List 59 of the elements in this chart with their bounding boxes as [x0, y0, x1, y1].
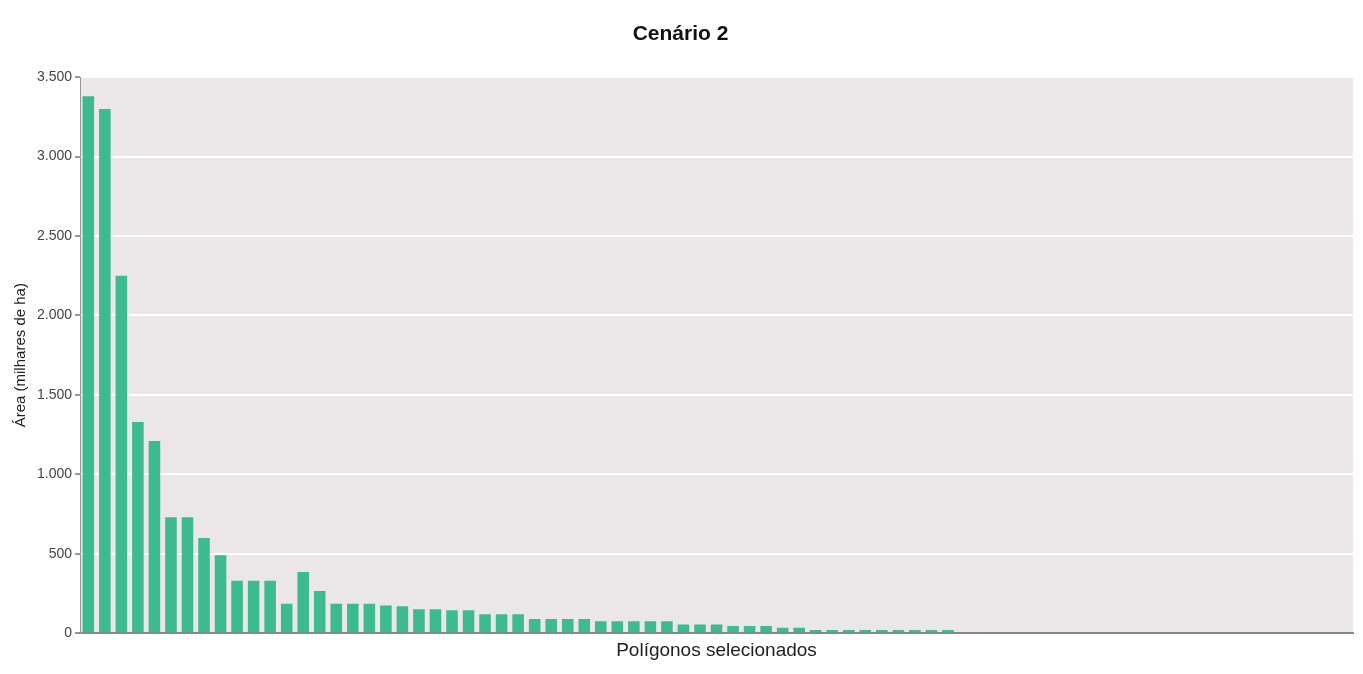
bar	[743, 626, 756, 633]
bar	[297, 572, 309, 633]
bar	[677, 624, 690, 633]
bar	[876, 630, 888, 633]
bar	[313, 591, 326, 633]
bar	[512, 614, 524, 633]
bar	[429, 609, 442, 633]
bar	[280, 603, 293, 633]
chart-title: Cenário 2	[632, 21, 729, 45]
bar	[942, 630, 954, 633]
bar	[479, 614, 491, 633]
bar	[396, 606, 409, 633]
y-tick-label: 0	[64, 624, 73, 641]
x-axis-title: Polígonos selecionados	[616, 638, 817, 660]
bar	[330, 603, 343, 633]
y-tick-label: 3.000	[36, 147, 73, 164]
y-tick-label: 1.000	[36, 465, 73, 482]
bar	[214, 555, 227, 633]
bar	[909, 630, 921, 633]
bar	[413, 609, 425, 633]
bar	[495, 614, 508, 633]
bar	[578, 618, 591, 633]
bar	[694, 624, 706, 633]
bar	[611, 621, 624, 633]
bar	[462, 610, 475, 633]
bar	[231, 580, 243, 633]
bar	[99, 108, 111, 633]
y-tick-label: 2.500	[36, 226, 73, 243]
bar	[264, 580, 276, 633]
bar	[82, 96, 95, 633]
bar	[528, 618, 541, 633]
y-tick-label: 1.500	[36, 385, 73, 402]
bar	[760, 626, 772, 633]
bar	[727, 626, 739, 633]
bar	[247, 580, 260, 633]
bar	[165, 517, 177, 633]
bar	[181, 517, 194, 633]
y-tick-label: 3.500	[36, 68, 73, 85]
bar	[710, 624, 723, 633]
bar	[826, 630, 839, 633]
bar	[793, 627, 805, 633]
bar	[363, 603, 376, 633]
y-tick-label: 2.000	[36, 306, 73, 323]
y-tick-label: 500	[48, 544, 73, 561]
y-axis-title: Área (milhares de ha)	[11, 283, 29, 428]
bar	[561, 618, 574, 633]
bar	[148, 440, 161, 633]
bar	[380, 605, 392, 633]
bar	[347, 603, 359, 633]
bar	[628, 621, 640, 633]
bar	[446, 610, 458, 633]
bar	[198, 537, 210, 633]
bar	[661, 621, 673, 633]
bar	[644, 621, 657, 633]
bar	[842, 630, 855, 633]
bar	[595, 621, 607, 633]
bar	[115, 275, 128, 633]
bar	[132, 421, 144, 633]
bar	[545, 618, 557, 633]
